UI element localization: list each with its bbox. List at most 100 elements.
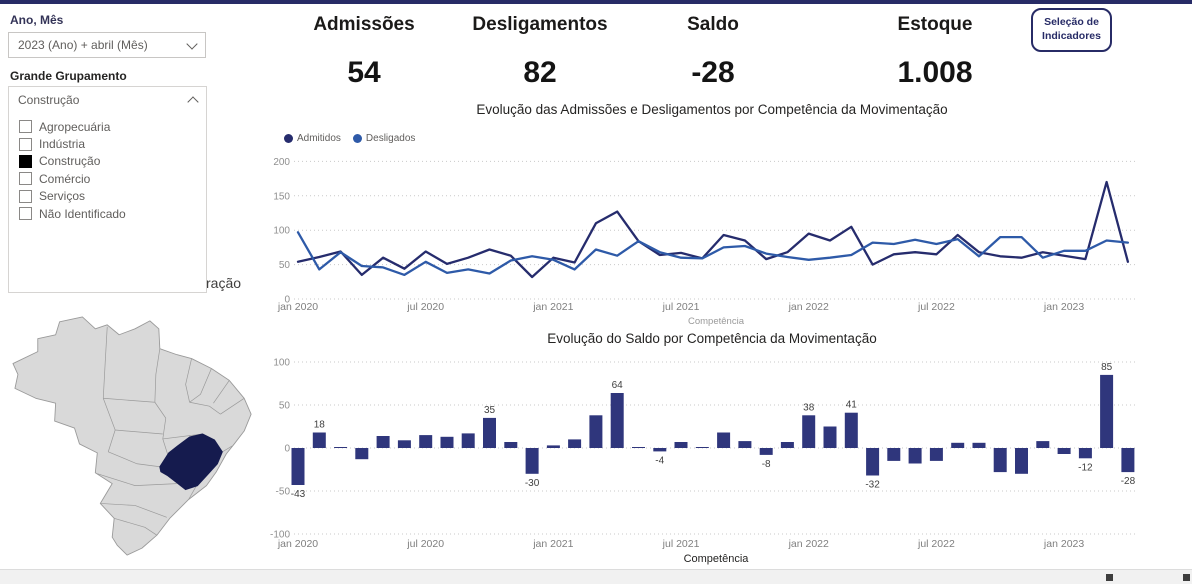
bar-out-2020[interactable] [483,417,496,448]
bar-data-label: 18 [314,420,326,431]
bar-data-label: 85 [1101,362,1113,373]
bar-jun-2022[interactable] [908,448,922,464]
chevron-up-icon [187,96,199,108]
bar-fev-2021[interactable] [568,439,582,448]
brazil-map[interactable] [8,306,266,562]
group-option-4[interactable]: Comércio [19,170,206,187]
checkbox-unchecked-icon[interactable] [19,137,32,151]
bar-dez-2020[interactable] [525,448,539,474]
group-option-3[interactable]: Construção [19,153,206,170]
bar-out-2021[interactable] [738,441,752,448]
kpi-value-3: -28 [691,56,735,89]
y-tick-label: 50 [279,260,291,271]
line-series-desligados[interactable] [296,231,1130,277]
bar-jan-2021[interactable] [546,445,560,448]
bar-out-2022[interactable] [993,448,1007,473]
bar-ago-2022[interactable] [951,442,965,448]
checkbox-unchecked-icon[interactable] [19,207,32,221]
bar-set-2020[interactable] [461,433,475,448]
y-tick-label: 150 [273,191,290,202]
bar-chart[interactable]: -100 -50 0 50 100 jan 2020 jul 2020 jan 2021 jul… [270,350,1160,575]
chevron-down-icon [186,37,198,50]
bar-mai-2020[interactable] [376,436,390,448]
footer-scrollbar-track[interactable] [0,569,1192,584]
group-dropdown-header[interactable]: Construção [9,87,206,112]
x-tick-label: jan 2023 [1043,301,1084,313]
bar-mar-2021[interactable] [589,415,603,448]
x-axis-title: Competência [688,316,745,327]
bar-ago-2020[interactable] [440,436,454,448]
state-minas-gerais-highlighted[interactable] [159,433,223,491]
bar-jul-2020[interactable] [419,435,433,448]
state-border [162,433,203,440]
state-border [220,397,245,415]
state-border [185,358,192,403]
bar-set-2021[interactable] [717,432,731,449]
x-axis-title: Competência [684,553,750,565]
bar-fev-2022[interactable] [823,426,837,449]
bar-fev-2023[interactable] [1078,448,1092,459]
legend-dot-icon [352,134,362,143]
year-month-dropdown[interactable]: 2023 (Ano) + abril (Mês) [8,32,206,58]
group-option-5[interactable]: Serviços [19,188,206,205]
bar-data-label: -43 [291,489,306,500]
bar-jun-2020[interactable] [397,440,411,448]
bar-nov-2020[interactable] [504,442,518,448]
bar-nov-2022[interactable] [1015,448,1028,474]
x-tick-label: jul 2020 [406,538,444,550]
x-tick-label: jul 2022 [917,538,955,550]
bar-ago-2021[interactable] [695,447,709,448]
bar-jan-2020[interactable] [291,448,305,485]
brazil-outline[interactable] [12,316,252,556]
line-series-admitidos[interactable] [296,180,1130,279]
kpi-value-4: 1.008 [897,56,973,89]
group-option-2[interactable]: Indústria [19,135,206,152]
checkbox-unchecked-icon[interactable] [19,172,32,186]
legend-label: Desligados [365,133,416,144]
bar-mar-2023[interactable] [1100,374,1114,448]
bar-data-label: 38 [803,402,815,413]
scrollbar-thumb[interactable] [1106,574,1113,581]
bar-mai-2022[interactable] [887,448,901,461]
bar-set-2022[interactable] [972,442,986,448]
bar-mar-2020[interactable] [334,447,348,448]
checkbox-checked-icon[interactable] [19,154,32,168]
bar-abr-2022[interactable] [866,448,880,476]
bar-nov-2021[interactable] [759,448,773,455]
legend-item-admitidos[interactable]: Admitidos [284,133,341,144]
x-tick-label: jan 2021 [532,538,573,550]
checkbox-unchecked-icon[interactable] [19,120,32,134]
selecao-indicadores-button[interactable]: Seleção de Indicadores [1031,8,1112,52]
bar-fev-2020[interactable] [312,432,326,449]
checkbox-unchecked-icon[interactable] [19,189,32,203]
bar-dez-2021[interactable] [780,442,794,448]
bar-abr-2023[interactable] [1121,448,1135,473]
bar-mai-2021[interactable] [632,447,645,448]
bar-abr-2021[interactable] [610,393,624,448]
legend-item-desligados[interactable]: Desligados [352,133,416,144]
group-option-label: Indústria [39,137,86,152]
year-month-dropdown-value: 2023 (Ano) + abril (Mês) [18,38,148,52]
group-option-6[interactable]: Não Identificado [19,205,206,222]
group-option-1[interactable]: Agropecuária [19,118,206,135]
bar-abr-2020[interactable] [355,448,369,460]
bar-jan-2022[interactable] [802,415,816,448]
x-tick-label: jan 2020 [277,538,318,550]
bar-jan-2023[interactable] [1057,448,1071,454]
bar-jun-2021[interactable] [653,448,667,452]
state-border [115,429,163,435]
bar-mar-2022[interactable] [844,412,858,448]
y-tick-label: 200 [273,157,290,168]
bar-dez-2022[interactable] [1036,441,1050,448]
state-border [114,518,158,536]
bar-jul-2021[interactable] [674,442,688,448]
x-tick-label: jan 2022 [788,301,829,313]
state-border [213,380,230,404]
bar-data-label: -28 [1121,476,1136,487]
kpi-value-1: 54 [347,56,381,89]
x-tick-label: jul 2021 [662,538,700,550]
scrollbar-arrow[interactable] [1183,574,1190,581]
bar-jul-2022[interactable] [929,448,943,461]
line-chart[interactable]: 0 50 100 150 200 jan 2020 jul 2020 jan 2021 jul … [270,150,1160,335]
state-border [188,485,197,500]
